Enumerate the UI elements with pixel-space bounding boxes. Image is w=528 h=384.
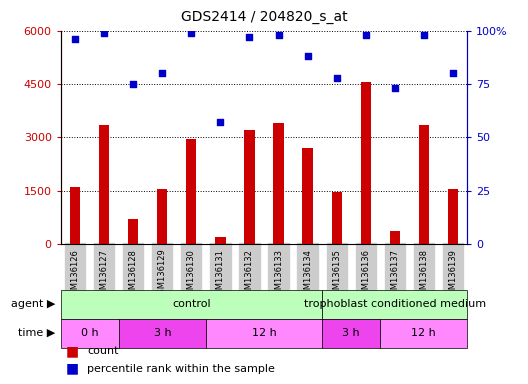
- Text: count: count: [87, 346, 119, 356]
- Bar: [303, 148, 313, 244]
- Bar: [244, 130, 254, 244]
- Bar: [215, 237, 225, 244]
- Bar: [390, 232, 400, 244]
- Text: 0 h: 0 h: [81, 328, 99, 338]
- Text: ■: ■: [66, 344, 79, 358]
- Bar: [70, 187, 80, 244]
- Text: time ▶: time ▶: [18, 328, 55, 338]
- Point: [100, 30, 109, 36]
- Point: [333, 74, 341, 81]
- Point: [245, 34, 254, 40]
- Text: 3 h: 3 h: [154, 328, 171, 338]
- Bar: [274, 123, 284, 244]
- Text: control: control: [172, 299, 211, 310]
- Point: [158, 70, 167, 76]
- Text: GDS2414 / 204820_s_at: GDS2414 / 204820_s_at: [181, 10, 347, 23]
- Bar: [419, 125, 429, 244]
- Text: 12 h: 12 h: [411, 328, 436, 338]
- Point: [391, 85, 399, 91]
- Bar: [128, 219, 138, 244]
- Text: trophoblast conditioned medium: trophoblast conditioned medium: [304, 299, 486, 310]
- Bar: [99, 125, 109, 244]
- Text: percentile rank within the sample: percentile rank within the sample: [87, 364, 275, 374]
- Point: [275, 32, 283, 38]
- Point: [71, 36, 80, 42]
- Text: ■: ■: [66, 362, 79, 376]
- Text: agent ▶: agent ▶: [11, 299, 55, 310]
- Bar: [157, 189, 167, 244]
- Bar: [448, 189, 458, 244]
- Point: [361, 32, 370, 38]
- Text: 3 h: 3 h: [342, 328, 360, 338]
- Point: [303, 53, 312, 60]
- Bar: [361, 82, 371, 244]
- Point: [187, 30, 196, 36]
- Bar: [186, 139, 196, 244]
- Point: [216, 119, 225, 126]
- Point: [420, 32, 428, 38]
- Point: [129, 81, 138, 87]
- Bar: [332, 192, 342, 244]
- Point: [449, 70, 457, 76]
- Text: 12 h: 12 h: [252, 328, 276, 338]
